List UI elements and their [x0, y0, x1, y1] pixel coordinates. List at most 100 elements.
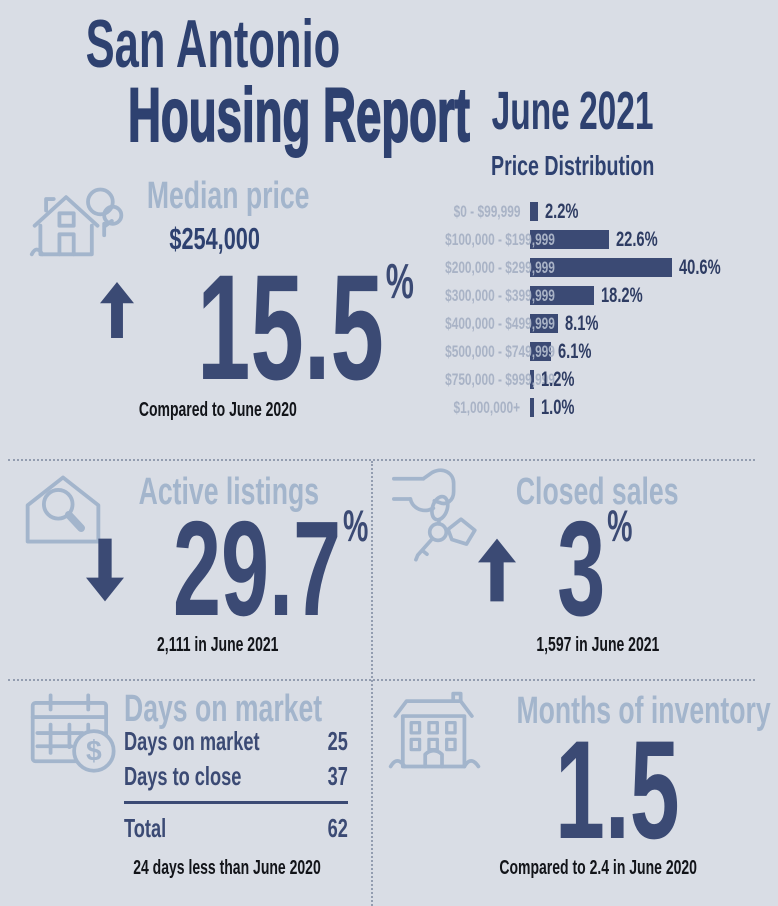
price-percent-label: 6.1%: [558, 340, 592, 363]
days-on-market-table: Days on market 25 Days to close 37 Total…: [124, 728, 348, 850]
price-bar: [530, 342, 552, 361]
report-title-line2-text: Housing Report: [127, 73, 470, 158]
median-price-change-number: 15.5%: [197, 252, 414, 402]
months-of-inventory-value: 1.5: [520, 720, 680, 860]
median-price-change-value: 15.5: [197, 243, 384, 411]
closed-sales-change: 3%: [520, 501, 670, 636]
price-range-label: $500,000 - $749,999: [445, 342, 555, 361]
price-range-label: $1,000,000+: [453, 398, 520, 417]
months-of-inventory-heading-text: Months of inventory: [516, 690, 771, 732]
total-label: Total: [124, 813, 167, 843]
price-range-label: $0 - $99,999: [453, 202, 520, 221]
median-price-value-text: $254,000: [169, 221, 260, 256]
chart-title: Price Distribution: [400, 152, 745, 180]
report-period-text: June 2021: [491, 81, 654, 141]
divider-horizontal-bottom: [8, 679, 755, 681]
days-on-market-row-label: Days on market: [124, 726, 260, 756]
calendar-with-dollar-icon: $: [28, 690, 124, 778]
price-range-label-box: $0 - $99,999: [398, 203, 520, 220]
chart-row: $100,000 - $199,999 22.6%: [398, 229, 770, 250]
svg-text:$: $: [86, 734, 102, 766]
price-percent-box: 8.1%: [565, 313, 613, 334]
median-price-value: $254,000: [112, 223, 317, 254]
closed-sales-heading: Closed sales: [452, 473, 742, 511]
price-bar: [530, 202, 538, 221]
active-listings-change: 29.7%: [118, 501, 368, 636]
price-percent-box: 2.2%: [545, 201, 593, 222]
active-listings-change-value: 29.7: [172, 493, 342, 644]
price-range-label: $200,000 - $299,999: [445, 258, 555, 277]
house-with-magnifier-icon: [20, 470, 106, 550]
closed-sales-heading-text: Closed sales: [515, 471, 679, 513]
price-percent-box: 1.0%: [541, 397, 589, 418]
closed-sales-footnote-text: 1,597 in June 2021: [536, 634, 660, 656]
chart-row: $300,000 - $399,999 18.2%: [398, 285, 770, 306]
days-on-market-footnote: 24 days less than June 2020: [30, 856, 424, 880]
price-range-label-box: $300,000 - $399,999: [398, 287, 555, 304]
table-row: Days on market 25: [124, 728, 348, 754]
price-range-label: $100,000 - $199,999: [445, 230, 555, 249]
active-listings-percent-sign: %: [343, 502, 369, 552]
chart-row: $750,000 - $999,999 1.2%: [398, 369, 770, 390]
chart-title-text: Price Distribution: [490, 150, 655, 181]
price-percent-label: 22.6%: [616, 228, 658, 251]
closed-sales-footnote: 1,597 in June 2021: [420, 633, 776, 657]
chart-row: $400,000 - $499,999 8.1%: [398, 313, 770, 334]
median-price-change: 15.5%: [136, 252, 414, 402]
price-range-label: $300,000 - $399,999: [445, 286, 555, 305]
price-range-label-box: $200,000 - $299,999: [398, 259, 555, 276]
table-row: Days to close 37: [124, 763, 348, 789]
price-bar: [530, 314, 559, 333]
price-percent-label: 2.2%: [544, 200, 579, 223]
price-percent-box: 40.6%: [679, 257, 739, 278]
price-range-label-box: $750,000 - $999,999: [398, 371, 555, 388]
price-range-label-box: $400,000 - $499,999: [398, 315, 555, 332]
days-to-close-row-value: 37: [327, 761, 348, 791]
report-title-line1-text: San Antonio: [85, 6, 341, 82]
median-price-footnote: Compared to June 2020: [18, 398, 418, 422]
price-percent-label: 18.2%: [600, 284, 643, 307]
price-percent-box: 1.2%: [541, 369, 589, 390]
median-price-percent-sign: %: [385, 253, 414, 309]
closed-sales-change-value: 3: [557, 493, 606, 644]
months-of-inventory-heading: Months of inventory: [462, 692, 770, 730]
chart-row: $200,000 - $299,999 40.6%: [398, 257, 770, 278]
median-price-footnote-text: Compared to June 2020: [139, 399, 297, 421]
price-percent-label: 8.1%: [565, 312, 599, 335]
price-range-label-box: $1,000,000+: [398, 399, 520, 416]
up-arrow-icon: [478, 537, 516, 608]
price-range-label-box: $100,000 - $199,999: [398, 231, 555, 248]
days-to-close-row-label: Days to close: [124, 761, 242, 791]
active-listings-footnote: 2,111 in June 2021: [20, 633, 416, 657]
house-with-tree-icon: [28, 178, 128, 262]
price-bar: [530, 230, 610, 249]
price-range-label-box: $500,000 - $749,999: [398, 343, 555, 360]
price-percent-box: 22.6%: [616, 229, 676, 250]
price-percent-label: 40.6%: [679, 256, 721, 279]
total-value: 62: [327, 813, 348, 843]
active-listings-heading: Active listings: [100, 473, 340, 511]
price-percent-label: 1.2%: [541, 368, 575, 391]
hand-with-keys-icon: [392, 466, 484, 566]
closed-sales-percent-sign: %: [607, 502, 633, 552]
table-total-rule: [124, 801, 348, 804]
report-title: San Antonio Housing Report: [14, 6, 471, 155]
active-listings-heading-text: Active listings: [138, 471, 319, 513]
price-bar: [530, 370, 535, 389]
price-distribution-chart: $0 - $99,999 2.2% $100,000 - $199,999 22…: [398, 201, 770, 426]
days-on-market-row-value: 25: [327, 726, 348, 756]
months-of-inventory-number: 1.5: [555, 711, 680, 868]
price-bar: [530, 286, 594, 305]
chart-row: $500,000 - $749,999 6.1%: [398, 340, 770, 363]
price-percent-label: 1.0%: [541, 396, 575, 419]
days-on-market-heading-text: Days on market: [124, 688, 323, 730]
report-period: June 2021: [400, 84, 745, 138]
active-listings-footnote-text: 2,111 in June 2021: [157, 634, 279, 656]
months-of-inventory-footnote: Compared to 2.4 in June 2020: [420, 856, 776, 880]
median-price-heading: Median price: [112, 177, 317, 215]
price-range-label: $400,000 - $499,999: [445, 314, 555, 333]
price-bar: [530, 258, 673, 277]
chart-row: $0 - $99,999 2.2%: [398, 201, 770, 222]
price-percent-box: 18.2%: [601, 285, 661, 306]
